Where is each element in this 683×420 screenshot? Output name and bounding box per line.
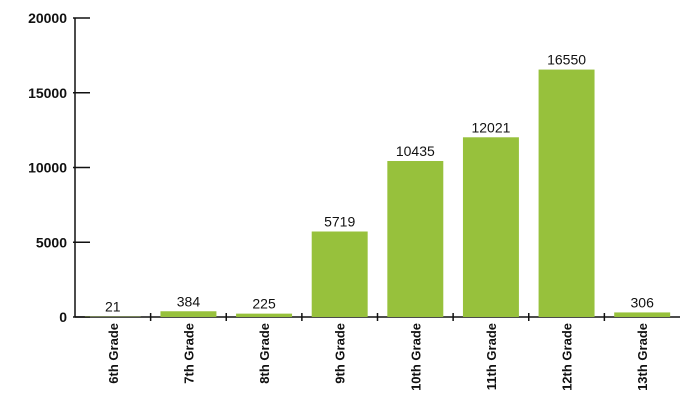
bar [462,137,519,317]
y-tick-label: 10000 [28,160,67,176]
x-tick-label: 10th Grade [408,323,423,391]
y-tick-label: 5000 [36,234,67,250]
bar [538,69,595,317]
bar [160,311,217,317]
x-tick-label: 8th Grade [257,323,272,384]
bar [614,312,671,317]
value-label: 16550 [547,52,586,68]
value-label: 12021 [471,119,510,135]
value-label: 10435 [396,143,435,159]
y-tick-label: 20000 [28,10,67,26]
bar [236,313,293,317]
x-tick-label: 7th Grade [181,323,196,384]
y-tick-label: 15000 [28,85,67,101]
x-tick-label: 9th Grade [333,323,348,384]
value-label: 306 [631,294,655,310]
bar [311,231,368,317]
x-tick-label: 11th Grade [484,323,499,390]
x-tick-label: 13th Grade [635,323,650,391]
x-tick-label: 6th Grade [106,323,121,384]
value-label: 225 [252,296,276,312]
value-label: 5719 [324,214,355,230]
x-tick-label: 12th Grade [560,323,575,391]
value-label: 21 [105,299,121,315]
y-tick-label: 0 [59,309,67,325]
bar [387,160,444,317]
value-label: 384 [177,293,201,309]
